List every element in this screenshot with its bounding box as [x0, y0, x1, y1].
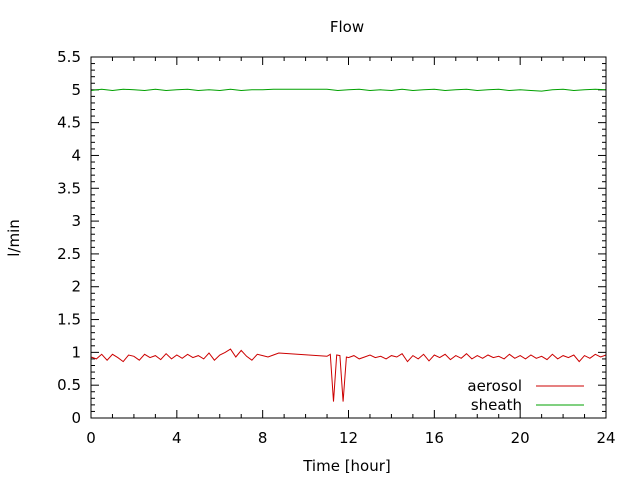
legend-label-sheath: sheath — [471, 396, 522, 414]
y-tick-label: 0 — [71, 409, 81, 427]
y-tick-label: 0.5 — [57, 376, 81, 394]
x-tick-label: 24 — [596, 429, 615, 447]
y-tick-label: 3.5 — [57, 179, 81, 197]
y-tick-label: 2 — [71, 278, 81, 296]
y-tick-label: 3 — [71, 212, 81, 230]
x-tick-label: 4 — [172, 429, 182, 447]
plot-frame — [90, 56, 607, 419]
y-tick-label: 1 — [71, 343, 81, 361]
y-tick-label: 4.5 — [57, 114, 81, 132]
x-tick-label: 8 — [258, 429, 268, 447]
x-tick-label: 16 — [425, 429, 444, 447]
x-tick-label: 12 — [339, 429, 358, 447]
x-tick-label: 0 — [86, 429, 96, 447]
series-line-aerosol — [90, 348, 607, 402]
y-tick-label: 4 — [71, 146, 81, 164]
axis-ticks: 0 0.5 1 1.5 2 2.5 3 3.5 4 4.5 5 5.5 0 4 8 12 16 20 24 — [57, 48, 615, 447]
chart-title: Flow — [330, 18, 364, 36]
x-tick-label: 20 — [511, 429, 530, 447]
y-axis-label: l/min — [5, 219, 23, 257]
x-axis-label: Time [hour] — [302, 457, 391, 475]
legend-label-aerosol: aerosol — [467, 377, 522, 395]
y-tick-label: 2.5 — [57, 245, 81, 263]
series-lines — [90, 88, 607, 402]
y-tick-label: 5.5 — [57, 48, 81, 66]
series-line-sheath — [90, 88, 607, 92]
y-tick-label: 5 — [71, 81, 81, 99]
y-tick-label: 1.5 — [57, 311, 81, 329]
